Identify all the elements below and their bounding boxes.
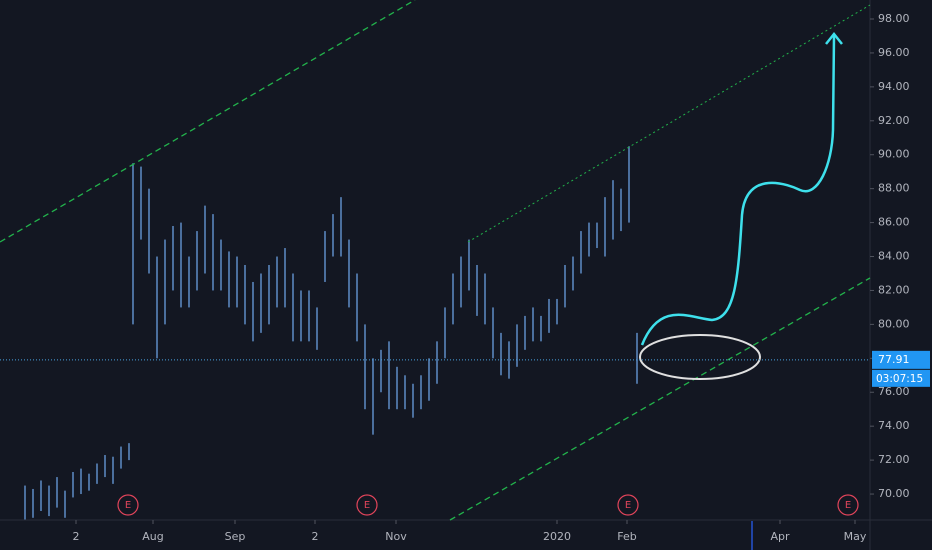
earnings-marker bbox=[117, 494, 139, 516]
x-tick-label: 2 bbox=[73, 530, 80, 543]
countdown-label: 03:07:15 bbox=[876, 373, 923, 385]
y-tick-label: 92.00 bbox=[878, 114, 910, 127]
earnings-marker bbox=[617, 494, 639, 516]
y-tick-label: 90.00 bbox=[878, 148, 910, 161]
earnings-marker bbox=[837, 494, 859, 516]
current-price-label: 77.91 bbox=[878, 353, 910, 366]
price-label-bg bbox=[872, 350, 930, 369]
x-tick-label: Sep bbox=[225, 530, 246, 543]
upper-channel-line bbox=[0, 0, 416, 243]
y-tick-label: 74.00 bbox=[878, 419, 910, 432]
projection-arrow bbox=[640, 35, 836, 346]
y-tick-label: 72.00 bbox=[878, 453, 910, 466]
earnings-marker bbox=[356, 494, 378, 516]
arrow-head bbox=[825, 31, 843, 45]
x-tick-label: 2 bbox=[312, 530, 319, 543]
x-tick-label: May bbox=[844, 530, 867, 543]
y-tick-label: 88.00 bbox=[878, 182, 910, 195]
lower-channel-line bbox=[449, 277, 871, 521]
x-tick-label: Feb bbox=[617, 530, 636, 543]
highlight-ellipse bbox=[639, 334, 761, 380]
x-tick-label: Nov bbox=[385, 530, 407, 543]
y-tick-label: 70.00 bbox=[878, 487, 910, 500]
y-tick-label: 84.00 bbox=[878, 250, 910, 263]
y-tick-label: 98.00 bbox=[878, 12, 910, 25]
plot-area: 70.0072.0074.0076.0078.0080.0082.0084.00… bbox=[24, 12, 910, 543]
earnings-label: E bbox=[364, 500, 370, 511]
x-tick-label: 2020 bbox=[543, 530, 571, 543]
earnings-label: E bbox=[625, 500, 631, 511]
y-tick-label: 76.00 bbox=[878, 385, 910, 398]
y-tick-label: 82.00 bbox=[878, 283, 910, 296]
countdown-bg bbox=[872, 369, 930, 387]
y-tick-label: 86.00 bbox=[878, 216, 910, 229]
earnings-label: E bbox=[845, 500, 851, 511]
y-tick-label: 94.00 bbox=[878, 80, 910, 93]
y-tick-label: 80.00 bbox=[878, 317, 910, 330]
y-tick-label: 96.00 bbox=[878, 46, 910, 59]
x-tick-label: Apr bbox=[770, 530, 790, 543]
x-tick-label: Aug bbox=[142, 530, 163, 543]
earnings-label: E bbox=[125, 500, 131, 511]
